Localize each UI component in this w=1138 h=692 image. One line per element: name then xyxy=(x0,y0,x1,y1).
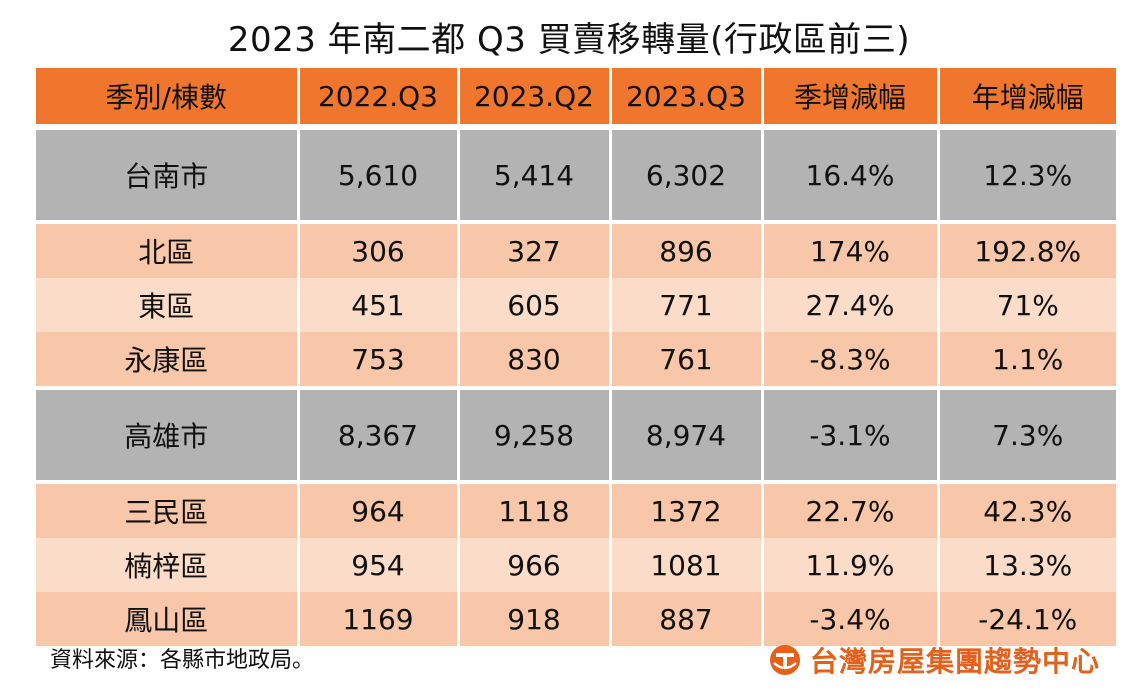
row-label: 台南市 xyxy=(36,127,300,222)
cell-2023q2: 1118 xyxy=(458,482,612,538)
cell-qoq: 11.9% xyxy=(762,538,940,592)
cell-2023q2: 918 xyxy=(458,592,612,646)
cell-qoq: -3.4% xyxy=(762,592,940,646)
cell-qoq: 174% xyxy=(762,222,940,278)
cell-2023q3: 1372 xyxy=(610,482,764,538)
cell-qoq: 16.4% xyxy=(762,127,940,222)
row-label: 三民區 xyxy=(36,482,300,538)
transfer-volume-table: 季別/棟數 2022.Q3 2023.Q2 2023.Q3 季增減幅 年增減幅 … xyxy=(36,68,1116,646)
cell-2023q2: 9,258 xyxy=(458,388,612,482)
cell-2023q3: 896 xyxy=(610,222,764,278)
cell-2023q3: 771 xyxy=(610,278,764,332)
cell-2023q2: 830 xyxy=(458,332,612,388)
cell-2022q3: 306 xyxy=(298,222,460,278)
table-row-north-district: 北區 306 327 896 174% 192.8% xyxy=(36,222,1116,278)
cell-yoy: 42.3% xyxy=(938,482,1116,538)
cell-qoq: -3.1% xyxy=(762,388,940,482)
cell-2022q3: 451 xyxy=(298,278,460,332)
cell-2023q2: 605 xyxy=(458,278,612,332)
table-row-yongkang-district: 永康區 753 830 761 -8.3% 1.1% xyxy=(36,332,1116,388)
cell-2022q3: 5,610 xyxy=(298,127,460,222)
table-row-east-district: 東區 451 605 771 27.4% 71% xyxy=(36,278,1116,332)
table-row-kaohsiung: 高雄市 8,367 9,258 8,974 -3.1% 7.3% xyxy=(36,388,1116,482)
cell-yoy: 13.3% xyxy=(938,538,1116,592)
page-title: 2023 年南二都 Q3 買賣移轉量(行政區前三) xyxy=(227,20,911,60)
table-row-tainan: 台南市 5,610 5,414 6,302 16.4% 12.3% xyxy=(36,127,1116,222)
table-row-nanzi-district: 楠梓區 954 966 1081 11.9% 13.3% xyxy=(36,538,1116,592)
header-2023q2: 2023.Q2 xyxy=(458,68,612,127)
cell-2023q2: 327 xyxy=(458,222,612,278)
cell-2022q3: 954 xyxy=(298,538,460,592)
cell-2023q3: 1081 xyxy=(610,538,764,592)
row-label: 北區 xyxy=(36,222,300,278)
table-header-row: 季別/棟數 2022.Q3 2023.Q2 2023.Q3 季增減幅 年增減幅 xyxy=(36,68,1116,127)
cell-2022q3: 8,367 xyxy=(298,388,460,482)
cell-yoy: 7.3% xyxy=(938,388,1116,482)
cell-qoq: -8.3% xyxy=(762,332,940,388)
company-logo: 台灣房屋集團趨勢中心 xyxy=(768,640,1100,680)
cell-yoy: 192.8% xyxy=(938,222,1116,278)
cell-2023q3: 887 xyxy=(610,592,764,646)
cell-2023q3: 6,302 xyxy=(610,127,764,222)
table-row-sanmin-district: 三民區 964 1118 1372 22.7% 42.3% xyxy=(36,482,1116,538)
header-2023q3: 2023.Q3 xyxy=(610,68,764,127)
header-period: 季別/棟數 xyxy=(36,68,300,127)
cell-2022q3: 1169 xyxy=(298,592,460,646)
cell-yoy: -24.1% xyxy=(938,592,1116,646)
row-label: 東區 xyxy=(36,278,300,332)
row-label: 鳳山區 xyxy=(36,592,300,646)
row-label: 高雄市 xyxy=(36,388,300,482)
row-label: 楠梓區 xyxy=(36,538,300,592)
header-yoy-change: 年增減幅 xyxy=(938,68,1116,127)
row-label: 永康區 xyxy=(36,332,300,388)
header-2022q3: 2022.Q3 xyxy=(298,68,460,127)
company-logo-text: 台灣房屋集團趨勢中心 xyxy=(809,645,1100,678)
source-note: 資料來源：各縣市地政局。 xyxy=(50,648,315,673)
cell-qoq: 22.7% xyxy=(762,482,940,538)
company-logo-mark-icon xyxy=(769,645,800,675)
cell-yoy: 71% xyxy=(938,278,1116,332)
cell-2023q3: 761 xyxy=(610,332,764,388)
cell-2022q3: 753 xyxy=(298,332,460,388)
header-qoq-change: 季增減幅 xyxy=(762,68,940,127)
cell-2023q3: 8,974 xyxy=(610,388,764,482)
cell-2023q2: 966 xyxy=(458,538,612,592)
cell-yoy: 1.1% xyxy=(938,332,1116,388)
cell-qoq: 27.4% xyxy=(762,278,940,332)
cell-2022q3: 964 xyxy=(298,482,460,538)
table-row-fengshan-district: 鳳山區 1169 918 887 -3.4% -24.1% xyxy=(36,592,1116,646)
cell-2023q2: 5,414 xyxy=(458,127,612,222)
cell-yoy: 12.3% xyxy=(938,127,1116,222)
